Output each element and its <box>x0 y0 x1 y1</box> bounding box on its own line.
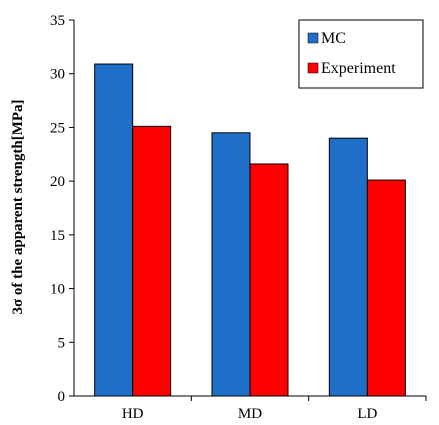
bar-experiment-ld <box>366 179 406 397</box>
legend-swatch <box>307 62 319 74</box>
bar-experiment-hd <box>132 125 172 397</box>
y-tick-label: 5 <box>58 335 66 351</box>
bar-mc-md <box>211 132 251 397</box>
bars <box>94 63 406 397</box>
bar-mc-ld <box>328 137 368 397</box>
legend-swatch <box>307 32 319 44</box>
legend: MC Experiment <box>298 19 424 89</box>
y-tick-label: 15 <box>50 228 65 244</box>
x-tick-label: MD <box>238 406 262 422</box>
y-axis-label: 3σ of the apparent strength[MPa] <box>10 99 26 314</box>
y-tick-label: 30 <box>50 67 65 83</box>
x-tick-label: LD <box>357 406 377 422</box>
y-tick-label: 35 <box>50 13 65 29</box>
y-tick-label: 25 <box>50 120 65 136</box>
legend-label: MC <box>321 30 346 47</box>
x-tick-label: HD <box>122 406 144 422</box>
legend-box <box>298 19 424 89</box>
x-axis-ticks: HD MD LD <box>122 396 427 422</box>
y-axis-ticks: 0 5 10 15 20 25 30 35 <box>50 13 74 405</box>
legend-label: Experiment <box>321 60 396 77</box>
y-tick-label: 0 <box>58 389 66 405</box>
bar-mc-hd <box>94 63 134 397</box>
y-tick-label: 10 <box>50 282 65 298</box>
legend-items: MC Experiment <box>307 30 396 77</box>
bar-experiment-md <box>249 163 289 397</box>
y-tick-label: 20 <box>50 174 65 190</box>
